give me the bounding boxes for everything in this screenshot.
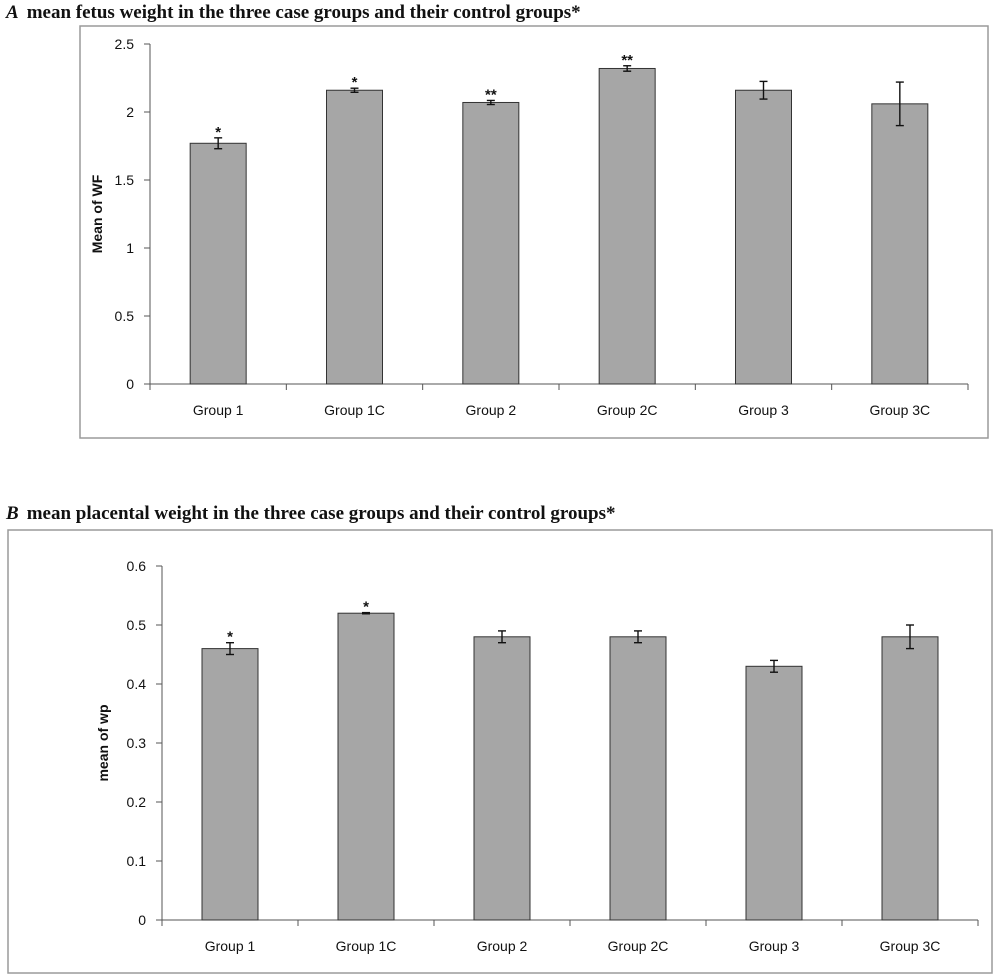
fetus-y-axis-title: Mean of WF [89,174,105,253]
placental-category-label: Group 3C [880,938,941,954]
fetus-significance-mark: ** [621,52,633,69]
fetus-bar [871,103,929,385]
placental-category-label: Group 1C [336,938,397,954]
placental-y-tick-label: 0.1 [127,853,147,869]
fetus-significance-mark: ** [485,86,497,103]
panel-b-title-text: mean placental weight in the three case … [26,503,616,524]
placental-significance-mark: * [227,629,233,646]
fetus-bar [462,101,520,385]
fetus-category-label: Group 3 [738,402,789,418]
placental-bar [609,636,667,921]
placental-y-tick-label: 0.5 [127,617,147,633]
panel-b-letter: B [6,503,19,524]
fetus-category-label: Group 2C [597,402,658,418]
placental-y-tick-label: 0.4 [127,676,147,692]
fetus-bar [598,67,656,385]
placental-bar [473,636,531,921]
fetus-significance-mark: * [352,74,358,91]
fetus-y-tick-label: 0 [126,376,134,392]
placental-y-tick-label: 0.3 [127,735,147,751]
fetus-weight-chart: 0 0.5 1 1.5 2 2.5 Mean of WF * Group 1 * Group 1C *… [79,25,989,439]
placental-y-axis-title: mean of wp [95,704,111,781]
placental-category-label: Group 2C [608,938,669,954]
panel-a-letter: A [6,2,19,23]
placental-category-label: Group 2 [477,938,528,954]
placental-chart-frame [7,529,993,974]
fetus-bar [735,89,792,385]
placental-bar [881,636,939,921]
placental-significance-mark: * [363,599,369,616]
fetus-category-label: Group 2 [466,402,517,418]
placental-category-label: Group 1 [205,938,256,954]
panel-a-title-text: mean fetus weight in the three case grou… [26,2,581,23]
placental-bar [337,612,395,921]
fetus-bar [189,142,247,385]
placental-y-tick-label: 0 [138,912,146,928]
fetus-chart-frame [79,25,989,439]
placental-y-tick-label: 0.6 [127,558,147,574]
fetus-y-tick-label: 1 [126,240,134,256]
placental-category-label: Group 3 [749,938,800,954]
fetus-y-tick-label: 2.5 [115,36,135,52]
placental-bar [745,665,803,921]
fetus-significance-mark: * [215,124,221,141]
placental-weight-chart: 0 0.1 0.2 0.3 0.4 0.5 0.6 mean of wp * Group 1 * Gr… [7,529,993,974]
fetus-y-tick-label: 1.5 [115,172,135,188]
fetus-y-tick-label: 0.5 [115,308,135,324]
placental-y-tick-label: 0.2 [127,794,147,810]
fetus-category-label: Group 1 [193,402,244,418]
placental-bar [201,648,259,921]
fetus-category-label: Group 1C [324,402,385,418]
fetus-bar [326,89,383,385]
fetus-y-tick-label: 2 [126,104,134,120]
fetus-category-label: Group 3C [869,402,930,418]
